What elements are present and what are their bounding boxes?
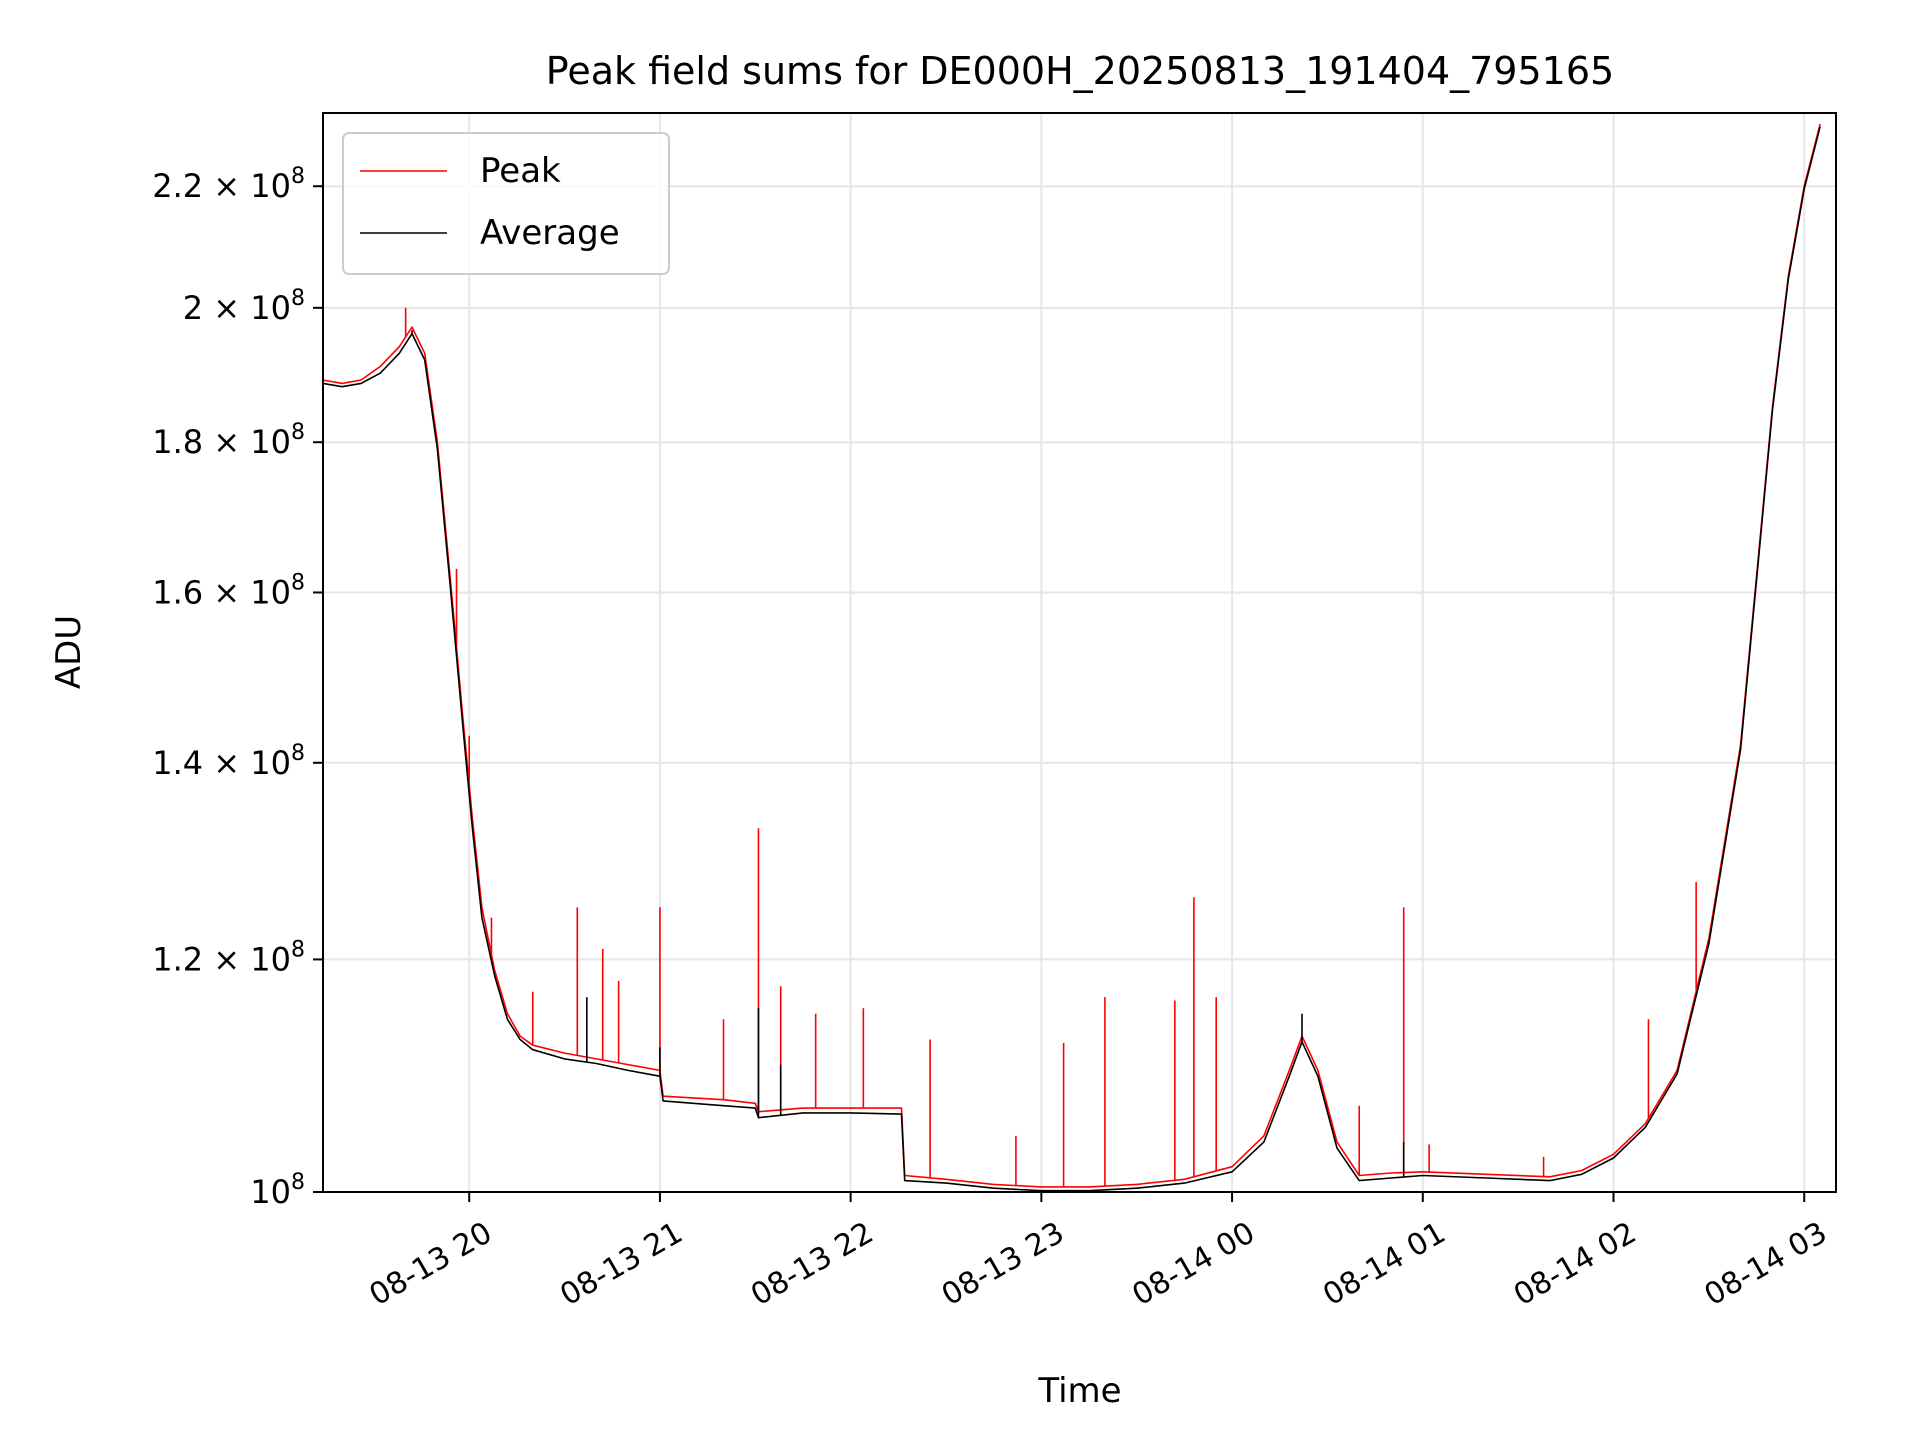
y-tick-label: 1.8 × 108 [152, 420, 305, 461]
plot-frame [322, 112, 1837, 1193]
y-tick-label: 1.2 × 108 [152, 937, 305, 978]
legend-box [342, 132, 670, 275]
y-tick-label: 108 [250, 1170, 305, 1211]
y-axis-label: ADU [49, 615, 89, 689]
grid-layer [323, 113, 1836, 1192]
y-tick-label: 1.4 × 108 [152, 741, 305, 782]
y-tick-label: 2.2 × 108 [152, 164, 305, 205]
y-tick-label: 1.6 × 108 [152, 570, 305, 611]
series-line-peak [323, 123, 1821, 1188]
legend-label-peak: Peak [480, 151, 561, 191]
chart-title: Peak field sums for DE000H_20250813_1914… [546, 49, 1614, 93]
legend-label-average: Average [480, 213, 620, 253]
series-layer [323, 123, 1821, 1192]
y-tick-label: 2 × 108 [183, 286, 305, 327]
y-tick-layer: 108 1.2 × 108 1.4 × 108 1.6 × 108 1.8 × 108 2… [152, 164, 323, 1211]
x-axis-label: Time [1037, 1371, 1121, 1411]
legend: Peak Average [342, 132, 670, 275]
series-line-average [323, 126, 1821, 1192]
